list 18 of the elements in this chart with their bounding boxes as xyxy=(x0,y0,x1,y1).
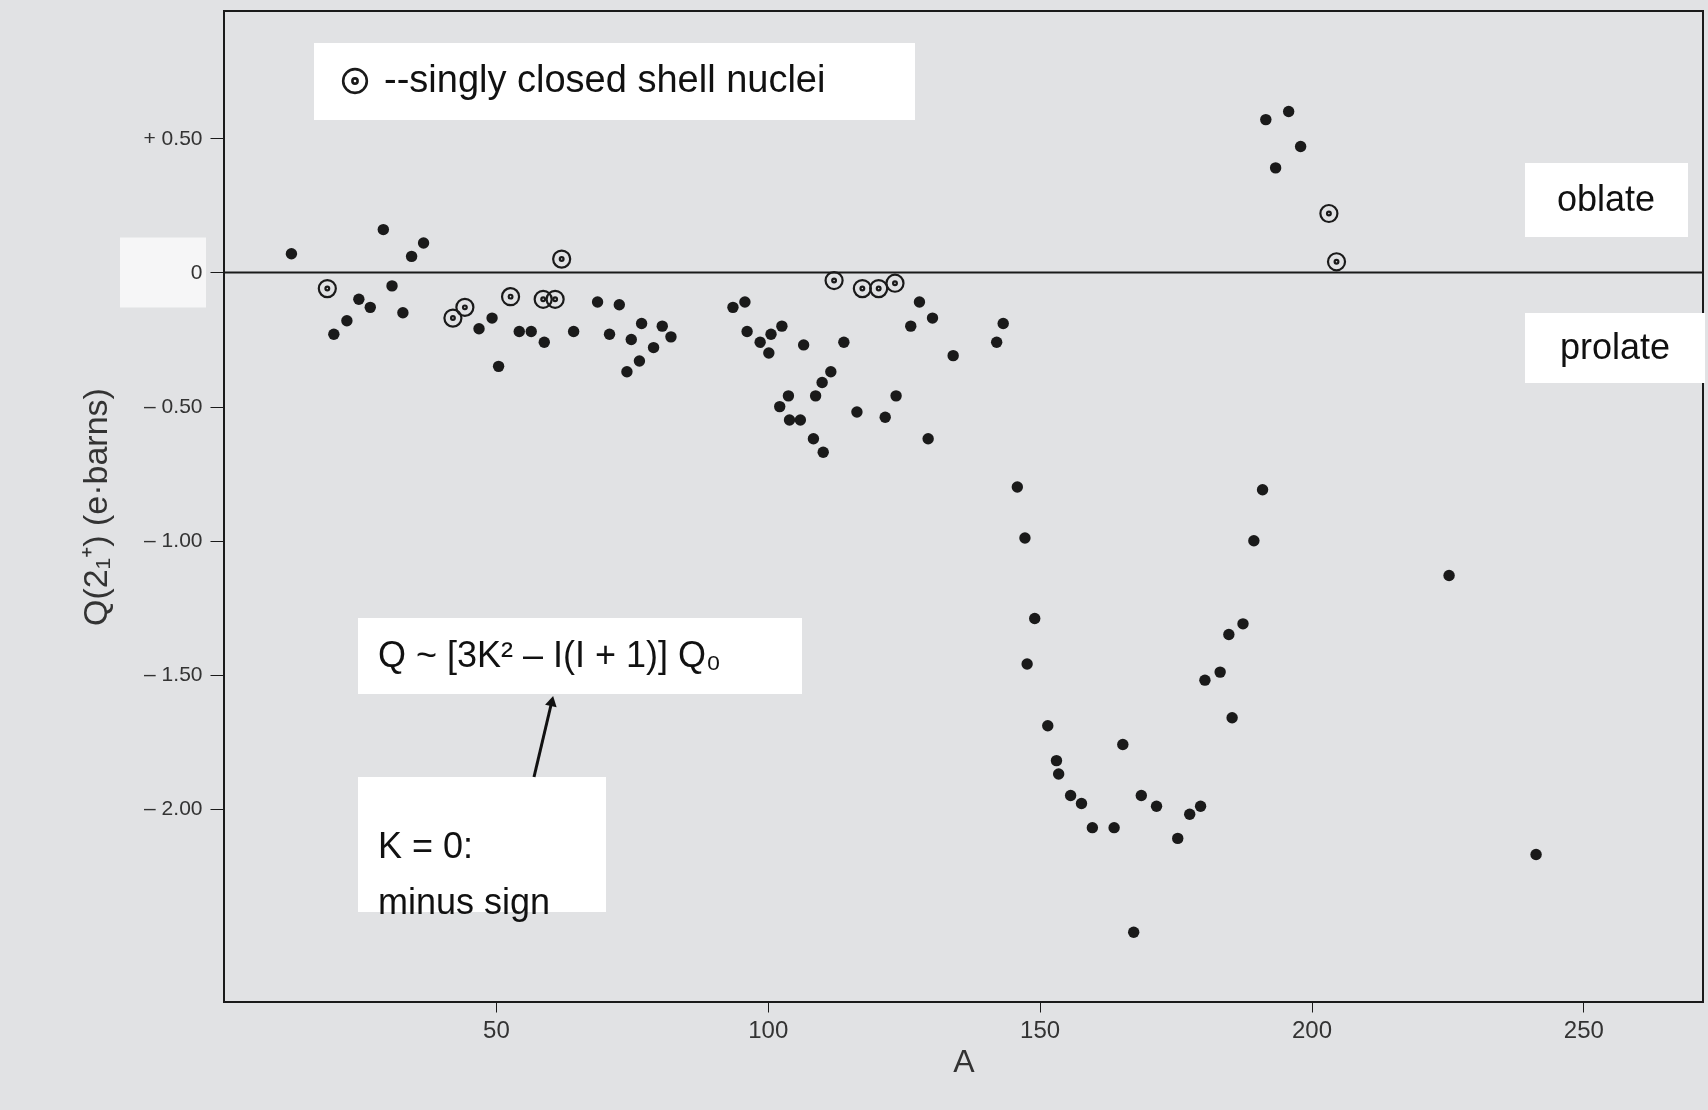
y-tick-label: + 0.50 xyxy=(143,125,203,149)
legend-label: --singly closed shell nuclei xyxy=(384,58,826,100)
x-axis-title: A xyxy=(953,1042,976,1079)
y-tick-label: – 2.00 xyxy=(144,796,203,820)
x-tick-label: 250 xyxy=(1563,1015,1604,1043)
y-tick-label: – 1.00 xyxy=(144,528,203,552)
x-tick-label: 150 xyxy=(1020,1015,1061,1043)
y-tick-label: – 0.50 xyxy=(144,394,203,418)
annotation: oblate xyxy=(1556,178,1656,219)
x-tick-label: 200 xyxy=(1291,1015,1333,1043)
annotation: K = 0: minus sign xyxy=(378,825,551,922)
y-tick-label: – 1.50 xyxy=(144,662,203,686)
annotation: prolate xyxy=(1559,326,1671,367)
x-tick-label: 50 xyxy=(483,1015,510,1043)
y-tick-label: 0 xyxy=(190,260,203,283)
x-tick-label: 100 xyxy=(748,1015,789,1043)
annotation: Q ~ [3K² – I(I + 1)] Q₀ xyxy=(378,634,722,675)
y-axis-title: Q(2₁⁺) (e·barns) xyxy=(75,388,114,626)
